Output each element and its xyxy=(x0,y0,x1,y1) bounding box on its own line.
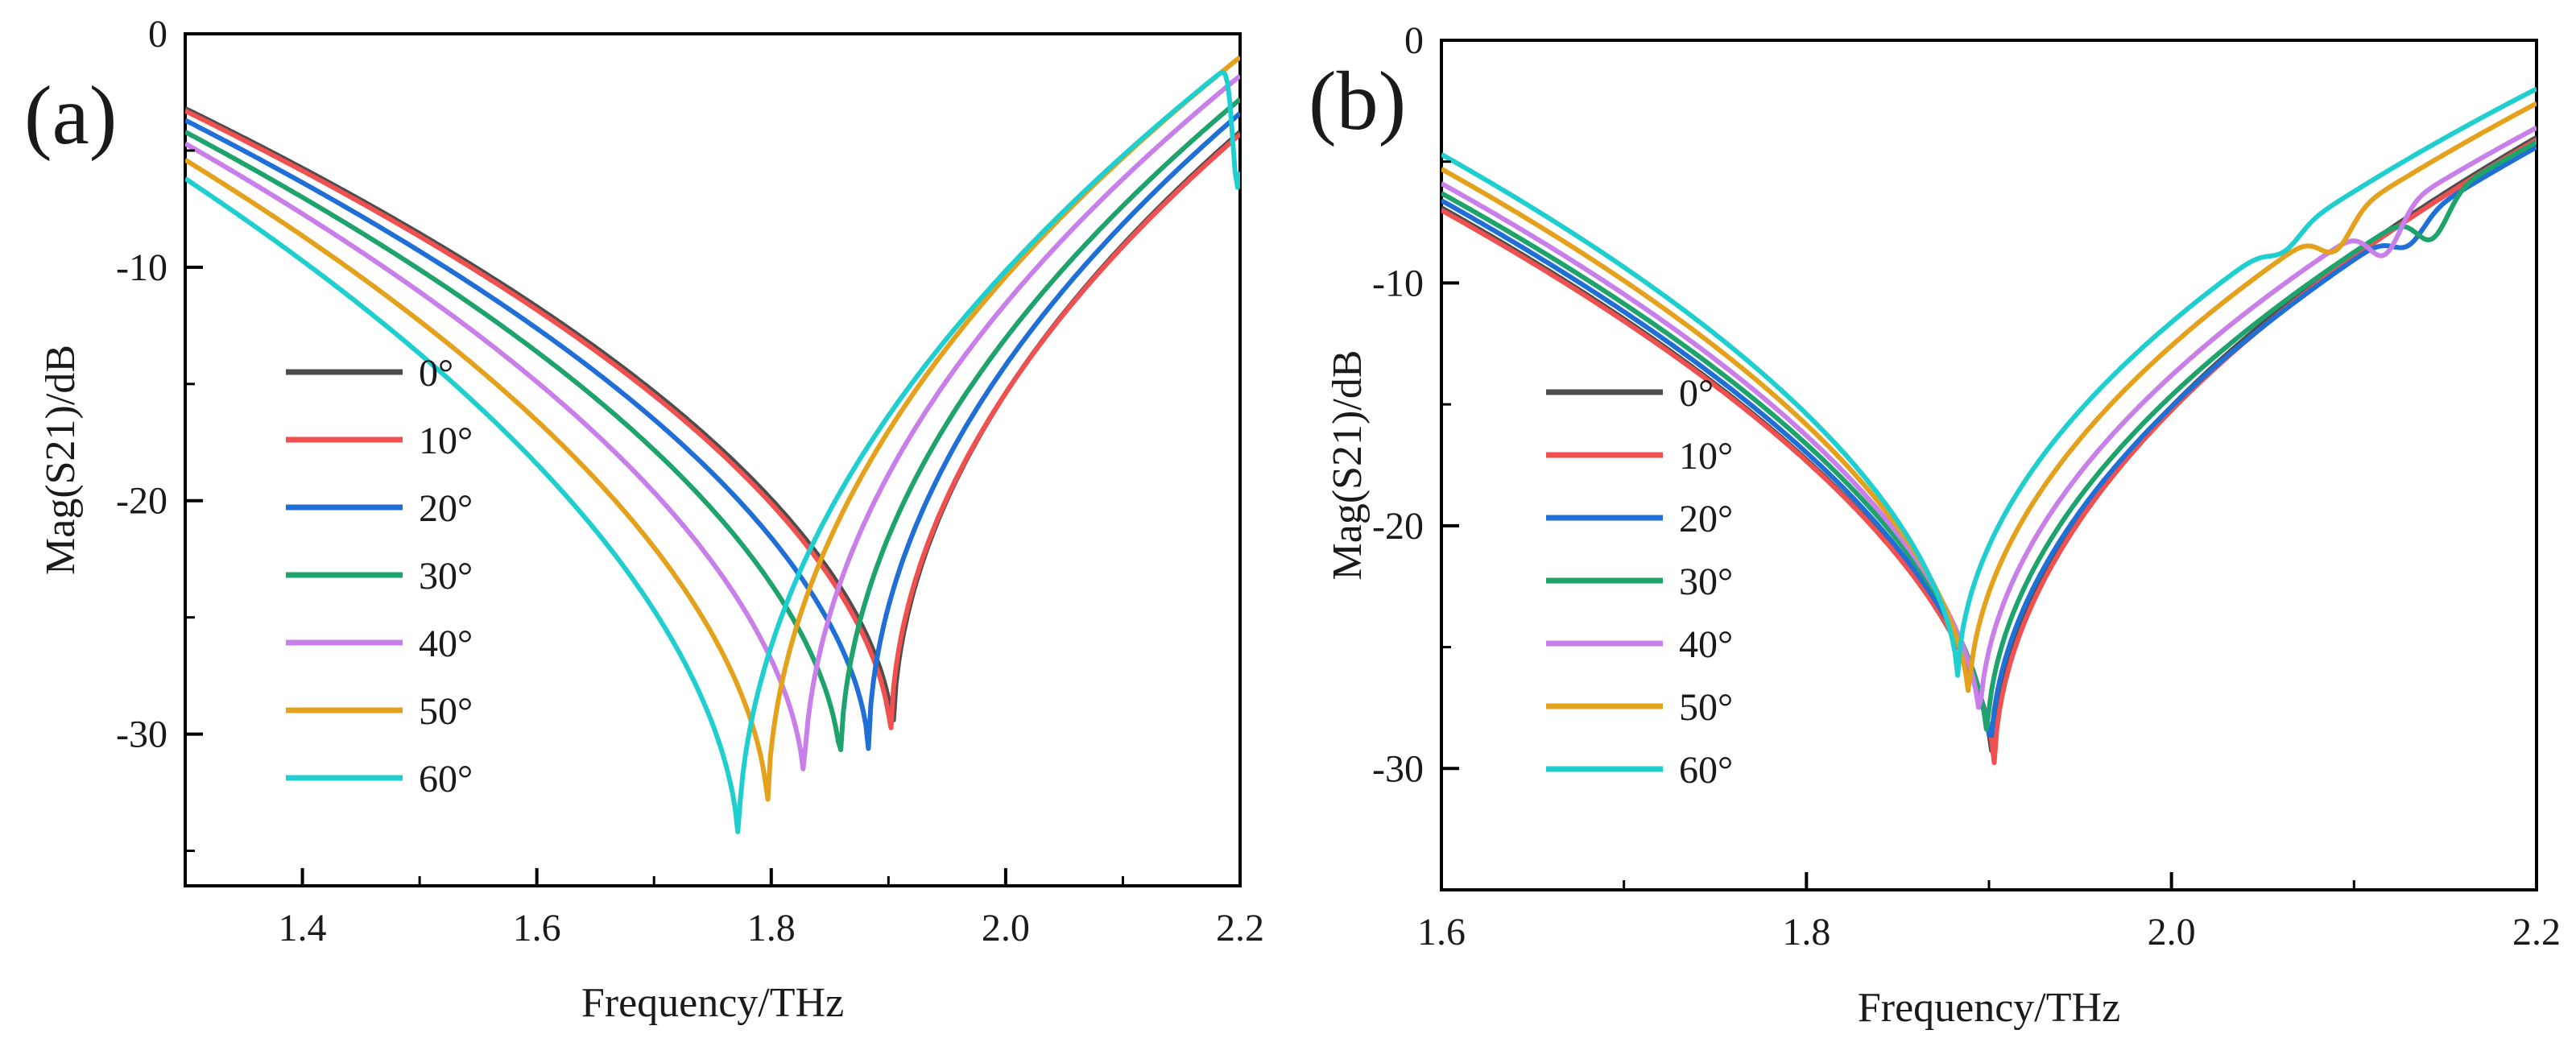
y-axis-title: Mag(S21)/dB xyxy=(1325,350,1371,581)
legend-label: 10° xyxy=(1679,435,1733,478)
y-tick-label: -30 xyxy=(116,713,167,756)
series-line-2 xyxy=(185,111,1240,751)
series-line-6 xyxy=(1441,86,2537,678)
legend-label: 40° xyxy=(419,622,473,665)
series-line-5 xyxy=(1441,101,2537,693)
panel-label: (a) xyxy=(24,69,117,162)
x-tick-label: 1.6 xyxy=(513,907,561,949)
series-line-1 xyxy=(1441,138,2537,765)
x-tick-label: 2.2 xyxy=(2512,911,2561,953)
x-tick-label: 1.8 xyxy=(1782,911,1830,953)
x-tick-label: 2.0 xyxy=(982,907,1030,949)
x-tick-label: 2.2 xyxy=(1216,907,1264,949)
series-group xyxy=(1441,86,2537,765)
legend: 0° 10° 20° 30° 40° 50° 60° xyxy=(1546,372,1733,792)
y-tick-label: 0 xyxy=(1404,19,1424,62)
series-group xyxy=(185,55,1240,834)
legend-label: 0° xyxy=(419,352,453,395)
series-line-3 xyxy=(1441,139,2537,732)
legend-label: 60° xyxy=(1679,749,1733,792)
y-axis-title: Mag(S21)/dB xyxy=(38,345,84,575)
legend-label: 40° xyxy=(1679,623,1733,666)
legend-label: 50° xyxy=(419,690,473,733)
x-tick-label: 1.6 xyxy=(1417,911,1466,953)
y-tick-label: -20 xyxy=(116,480,167,523)
y-tick-label: 0 xyxy=(148,13,167,56)
x-axis-title: Frequency/THz xyxy=(581,980,844,1026)
y-tick-label: -20 xyxy=(1372,505,1424,548)
series-line-4 xyxy=(185,73,1240,771)
x-tick-label: 1.4 xyxy=(279,907,327,949)
series-line-4 xyxy=(1441,125,2537,710)
x-axis-title: Frequency/THz xyxy=(1858,985,2120,1031)
series-line-2 xyxy=(1441,144,2537,738)
legend-label: 30° xyxy=(1679,560,1733,603)
chart-panel-a: 1.4 1.6 1.8 2.0 2.2 0 -10 -20 -30 (a) Frequency/TH… xyxy=(24,13,1264,1026)
y-tick-label: -10 xyxy=(116,246,167,289)
x-tick-label: 1.8 xyxy=(747,907,796,949)
chart-panel-b: 1.6 1.8 2.0 2.2 0 -10 -20 -30 (b) Frequency/THz Ma… xyxy=(1309,19,2561,1031)
series-line-1 xyxy=(185,108,1240,730)
legend-label: 0° xyxy=(1679,372,1714,415)
y-tick-label: -30 xyxy=(1372,747,1424,790)
panel-label: (b) xyxy=(1309,55,1406,147)
legend-label: 60° xyxy=(419,758,473,800)
series-line-6 xyxy=(185,69,1240,834)
legend-label: 20° xyxy=(1679,498,1733,540)
y-tick-label: -10 xyxy=(1372,262,1424,304)
legend: 0° 10° 20° 30° 40° 50° 60° xyxy=(286,352,473,800)
series-line-0 xyxy=(185,106,1240,722)
legend-label: 10° xyxy=(419,420,473,462)
legend-label: 50° xyxy=(1679,686,1733,729)
legend-label: 20° xyxy=(419,487,473,530)
legend-label: 30° xyxy=(419,555,473,598)
x-tick-label: 2.0 xyxy=(2148,911,2196,953)
plot-frame xyxy=(184,32,1242,887)
series-line-5 xyxy=(185,55,1240,802)
series-line-3 xyxy=(185,97,1240,752)
plot-frame xyxy=(1440,39,2538,891)
